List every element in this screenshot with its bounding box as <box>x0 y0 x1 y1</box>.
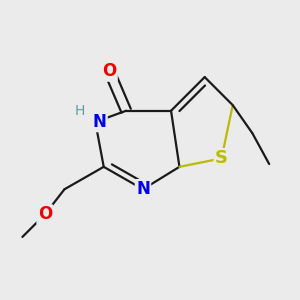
Text: H: H <box>75 104 85 118</box>
Text: S: S <box>215 149 228 167</box>
Text: N: N <box>93 113 106 131</box>
Text: O: O <box>38 206 52 224</box>
Text: N: N <box>136 180 150 198</box>
Text: O: O <box>102 62 116 80</box>
